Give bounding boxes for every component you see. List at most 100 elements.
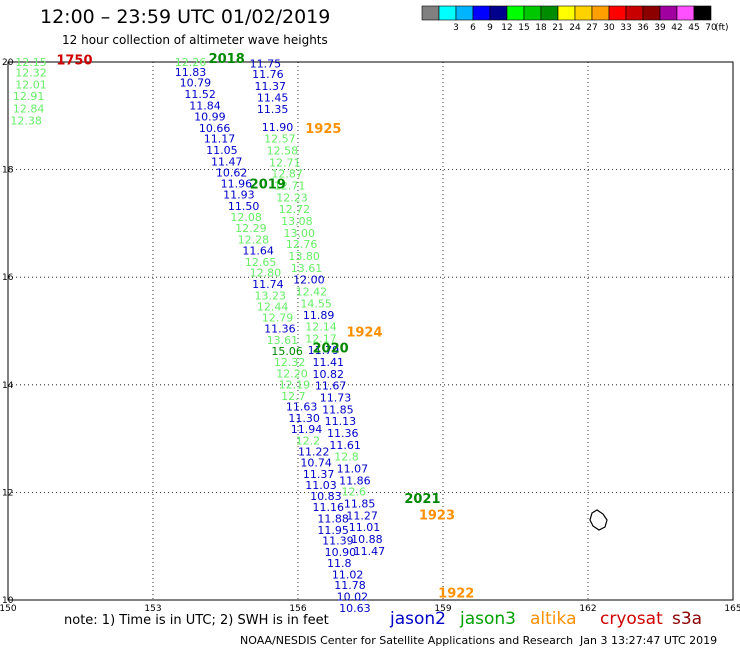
page-subtitle: 12 hour collection of altimeter wave hei… (62, 33, 328, 47)
wave-height-value: 12.15 (15, 56, 47, 69)
wave-height-value: 13.61 (267, 334, 299, 347)
pass-time-label: 1750 (56, 54, 92, 69)
legend-swatch (608, 5, 627, 21)
wave-height-value: 11.02 (332, 568, 364, 581)
lat-tick-label: 10 (2, 596, 14, 606)
wave-height-value: 13.61 (291, 262, 323, 275)
wave-height-value: 10.90 (325, 546, 357, 559)
legend-swatch (574, 5, 593, 21)
wave-height-value: 10.79 (180, 77, 212, 90)
legend-swatch (659, 5, 678, 21)
wave-height-value: 11.83 (175, 66, 207, 79)
wave-height-value: 11.64 (242, 245, 274, 258)
wave-height-value: 12.19 (279, 379, 311, 392)
wave-height-value: 11.05 (206, 144, 238, 157)
legend-label: 21 (552, 23, 563, 33)
legend-label: 24 (569, 23, 581, 33)
satellite-jason3: jason3 (460, 609, 516, 629)
wave-height-value: 12.7 (281, 390, 306, 403)
legend-label: 15 (518, 23, 529, 33)
legend-label: 39 (654, 23, 666, 33)
pass-time-label: 1925 (305, 122, 341, 137)
wave-height-value: 11.36 (264, 323, 296, 336)
legend-label: 33 (620, 23, 631, 33)
legend-unit: (ft) (715, 23, 729, 33)
legend-label: 42 (671, 23, 682, 33)
wave-height-value: 10.74 (300, 457, 332, 470)
wave-height-value: 11.03 (305, 479, 337, 492)
wave-height-value: 12.80 (250, 267, 282, 280)
wave-height-value: 12.08 (230, 211, 261, 224)
wave-height-value: 11.95 (317, 524, 349, 537)
wave-height-value: 11.27 (346, 509, 378, 522)
lat-tick-label: 18 (2, 166, 14, 176)
page-title: 12:00 – 23:59 UTC 01/02/2019 (40, 6, 331, 28)
wave-height-value: 12.00 (293, 274, 325, 287)
wave-height-value: 11.01 (349, 521, 381, 534)
legend-label: 27 (586, 23, 597, 33)
wave-height-value: 12.65 (245, 256, 276, 269)
wave-height-value: 11.85 (344, 497, 376, 510)
legend-swatch (591, 5, 610, 21)
wave-height-value: 10.02 (337, 591, 369, 604)
legend-label: 12 (501, 23, 512, 33)
wave-height-value: 11.17 (204, 133, 236, 146)
pass-time-label: 2021 (404, 492, 440, 507)
wave-height-value: 11.37 (303, 468, 335, 481)
legend-swatch (455, 5, 474, 21)
pass-time-label: 1923 (419, 508, 455, 523)
lat-tick-label: 14 (2, 381, 14, 391)
pass-time-label: 2020 (313, 342, 349, 357)
wave-height-value: 10.82 (313, 368, 345, 381)
wave-height-value: 10.63 (339, 602, 371, 615)
legend-swatch (642, 5, 661, 21)
pass-time-label: 1922 (438, 586, 474, 601)
wave-height-value: 12.26 (175, 56, 207, 69)
wave-height-value: 15.06 (271, 345, 303, 358)
wave-height-value: 12.76 (286, 238, 318, 251)
wave-height-value: 12.44 (257, 301, 289, 314)
credit-text: NOAA/NESDIS Center for Satellite Applica… (240, 634, 574, 647)
legend-swatch (676, 5, 695, 21)
wave-height-value: 12.84 (13, 103, 45, 116)
wave-height-value: 11.22 (298, 445, 330, 458)
wave-height-value: 12.14 (305, 320, 337, 333)
wave-height-value: 11.79 (308, 344, 340, 357)
wave-height-value: 12.38 (10, 114, 42, 127)
wave-height-value: 12.17 (305, 332, 337, 345)
wave-height-value: 11.47 (354, 545, 386, 558)
legend-label: 6 (470, 23, 476, 33)
wave-height-value: 11.35 (257, 103, 289, 116)
wave-height-value: 11.07 (337, 462, 369, 475)
legend-swatch (693, 5, 712, 21)
wave-height-value: 12.6 (342, 486, 367, 499)
wave-height-value: 13.23 (255, 289, 287, 302)
wave-height-value: 11.50 (228, 200, 260, 213)
wave-height-value: 11.13 (325, 415, 357, 428)
legend-label: 45 (688, 23, 699, 33)
satellite-jason2: jason2 (390, 609, 446, 629)
legend-swatch (489, 5, 508, 21)
legend-label: 70 (705, 23, 717, 33)
wave-height-value: 11.84 (189, 99, 221, 112)
wave-height-values: 12.1512.3212.0112.9112.8412.3812.2611.83… (10, 56, 385, 615)
wave-height-value: 11.47 (211, 155, 243, 168)
wave-height-value: 11.85 (322, 403, 354, 416)
pass-time-label: 2018 (209, 52, 245, 67)
satellite-cryosat: cryosat (600, 609, 663, 629)
wave-height-value: 12.20 (276, 367, 308, 380)
wave-height-value: 12.01 (15, 78, 47, 91)
wave-height-value: 12.58 (267, 145, 299, 158)
legend-swatch (472, 5, 491, 21)
wave-height-value: 10.83 (310, 490, 342, 503)
wave-height-value: 12.32 (15, 67, 47, 80)
pass-time-label: 1924 (346, 325, 382, 340)
wave-height-value: 11.45 (257, 91, 289, 104)
lat-tick-label: 20 (2, 58, 14, 68)
lon-tick-label: 159 (434, 604, 451, 614)
wave-height-value: 11.88 (317, 513, 349, 526)
satellite-s3a: s3a (672, 609, 703, 629)
legend-swatch (540, 5, 559, 21)
